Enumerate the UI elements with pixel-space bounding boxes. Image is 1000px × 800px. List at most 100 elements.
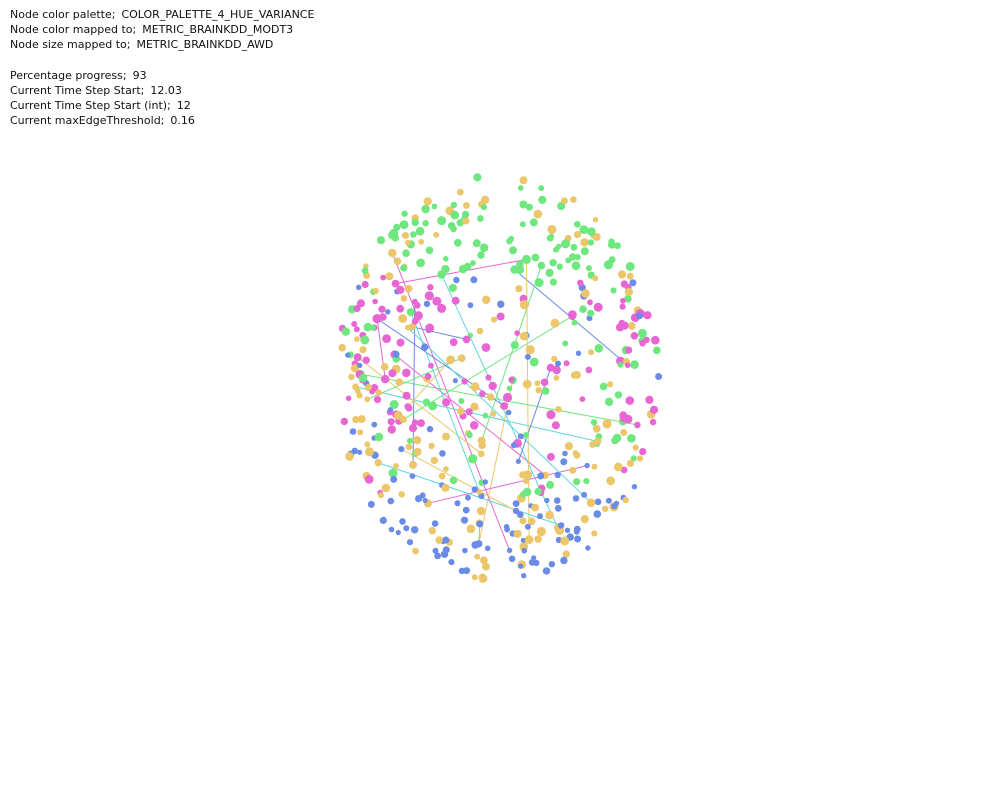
brain-node[interactable]: [405, 239, 411, 246]
brain-node[interactable]: [537, 513, 543, 520]
brain-node[interactable]: [432, 547, 439, 554]
brain-node[interactable]: [396, 338, 405, 347]
brain-node[interactable]: [422, 398, 431, 406]
brain-node[interactable]: [594, 344, 604, 353]
brain-node[interactable]: [469, 421, 479, 430]
brain-node[interactable]: [651, 335, 660, 345]
brain-node[interactable]: [448, 283, 457, 293]
brain-node[interactable]: [551, 355, 558, 362]
brain-node[interactable]: [364, 475, 374, 484]
brain-node[interactable]: [518, 563, 524, 569]
brain-node[interactable]: [434, 552, 441, 560]
brain-node[interactable]: [341, 327, 350, 336]
brain-node[interactable]: [456, 188, 464, 196]
brain-node[interactable]: [546, 480, 555, 489]
brain-node[interactable]: [432, 296, 442, 306]
brain-node[interactable]: [402, 391, 411, 400]
brain-node[interactable]: [574, 221, 581, 228]
brain-node[interactable]: [390, 475, 398, 483]
brain-node[interactable]: [553, 497, 561, 504]
brain-node[interactable]: [614, 242, 621, 250]
brain-node[interactable]: [450, 225, 457, 233]
brain-node[interactable]: [519, 200, 528, 209]
brain-node[interactable]: [534, 278, 544, 288]
brain-node[interactable]: [370, 324, 376, 331]
brain-node[interactable]: [523, 477, 530, 484]
brain-node[interactable]: [603, 260, 614, 270]
brain-node[interactable]: [435, 536, 443, 544]
brain-node[interactable]: [525, 203, 533, 211]
brain-node[interactable]: [536, 526, 546, 537]
brain-node[interactable]: [554, 471, 561, 479]
brain-node[interactable]: [531, 253, 540, 262]
brain-node[interactable]: [572, 495, 580, 502]
brain-node[interactable]: [357, 415, 366, 424]
brain-node[interactable]: [519, 221, 526, 228]
brain-node[interactable]: [404, 284, 413, 293]
brain-node[interactable]: [581, 491, 588, 498]
brain-node[interactable]: [372, 298, 378, 305]
brain-node[interactable]: [636, 312, 643, 320]
brain-node[interactable]: [527, 517, 536, 526]
brain-node[interactable]: [402, 232, 409, 239]
brain-node[interactable]: [591, 463, 598, 470]
brain-node[interactable]: [548, 561, 556, 568]
brain-node[interactable]: [515, 458, 522, 464]
brain-node[interactable]: [626, 459, 635, 467]
brain-node[interactable]: [575, 350, 582, 356]
brain-node[interactable]: [407, 437, 413, 444]
brain-node[interactable]: [517, 185, 524, 191]
brain-node[interactable]: [579, 396, 586, 402]
brain-node[interactable]: [414, 302, 421, 309]
brain-node[interactable]: [413, 311, 423, 321]
brain-node[interactable]: [364, 383, 372, 392]
brain-node[interactable]: [579, 225, 589, 235]
brain-node[interactable]: [649, 418, 657, 426]
brain-node[interactable]: [364, 441, 371, 448]
brain-node[interactable]: [587, 309, 595, 317]
brain-node[interactable]: [361, 267, 369, 275]
brain-node[interactable]: [569, 466, 577, 474]
brain-node[interactable]: [452, 378, 458, 384]
brain-node[interactable]: [625, 346, 633, 354]
brain-node[interactable]: [634, 421, 641, 429]
brain-node[interactable]: [394, 410, 403, 420]
brain-node[interactable]: [478, 441, 486, 450]
brain-node[interactable]: [520, 491, 527, 498]
brain-node[interactable]: [405, 324, 411, 331]
brain-node[interactable]: [570, 196, 577, 203]
brain-node[interactable]: [402, 368, 411, 378]
brain-node[interactable]: [490, 411, 497, 417]
brain-node[interactable]: [353, 304, 361, 313]
brain-node[interactable]: [453, 276, 460, 284]
brain-node[interactable]: [629, 279, 637, 287]
brain-node[interactable]: [442, 398, 451, 407]
brain-node[interactable]: [376, 236, 386, 245]
brain-node[interactable]: [620, 429, 628, 436]
brain-node[interactable]: [618, 319, 626, 327]
brain-node[interactable]: [546, 234, 554, 242]
brain-node[interactable]: [460, 516, 469, 524]
brain-node[interactable]: [367, 500, 375, 508]
brain-node[interactable]: [564, 527, 571, 533]
brain-node[interactable]: [620, 280, 629, 288]
brain-node[interactable]: [466, 431, 473, 439]
brain-node[interactable]: [477, 251, 485, 259]
brain-node[interactable]: [560, 536, 570, 546]
brain-node[interactable]: [592, 424, 601, 433]
brain-node[interactable]: [468, 454, 478, 464]
brain-node[interactable]: [472, 239, 481, 248]
brain-node[interactable]: [508, 235, 515, 242]
brain-node[interactable]: [449, 338, 458, 347]
brain-node[interactable]: [470, 276, 478, 284]
brain-node[interactable]: [457, 354, 466, 362]
brain-node[interactable]: [415, 495, 423, 503]
brain-node[interactable]: [477, 215, 484, 222]
brain-node[interactable]: [388, 369, 397, 378]
brain-node[interactable]: [611, 436, 619, 445]
brain-node[interactable]: [471, 486, 478, 493]
brain-node[interactable]: [590, 419, 598, 426]
brain-node[interactable]: [438, 472, 446, 480]
brain-node[interactable]: [476, 506, 486, 516]
